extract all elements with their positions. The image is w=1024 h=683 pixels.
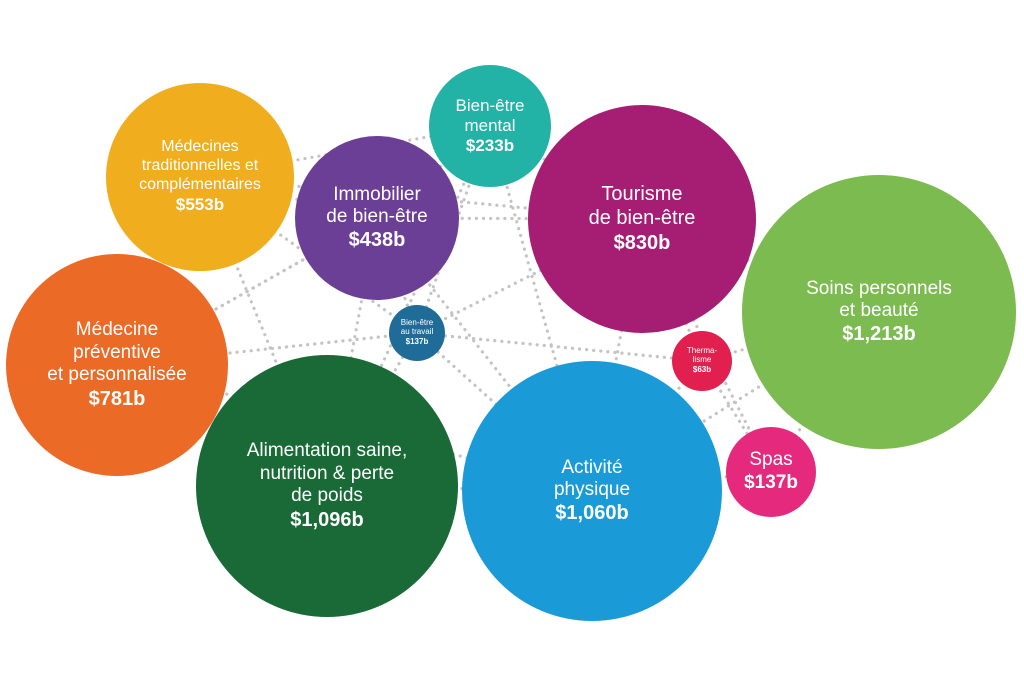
bubble-label: Activité physique xyxy=(553,456,631,500)
bubble-activite-physique: Activité physique $1,060b xyxy=(462,361,722,621)
bubble-spas: Spas $137b xyxy=(726,427,816,517)
bubble-medecines-traditionnelles: Médecines traditionnelles et complémenta… xyxy=(106,83,294,271)
bubble-value: $830b xyxy=(613,231,671,254)
bubble-value: $1,060b xyxy=(555,502,629,525)
bubble-immobilier-bien-etre: Immobilier de bien-être $438b xyxy=(295,136,459,300)
bubble-label: Therma- lisme xyxy=(686,346,718,365)
bubble-label: Bien-être au travail xyxy=(400,318,434,337)
bubble-medecine-preventive: Médecine préventive et personnalisée $78… xyxy=(6,254,228,476)
connector-line xyxy=(415,331,704,363)
bubble-bien-etre-mental: Bien-être mental $233b xyxy=(429,65,551,187)
bubble-label: Immobilier de bien-être xyxy=(326,183,428,227)
bubble-label: Médecines traditionnelles et complémenta… xyxy=(139,138,261,194)
bubble-value: $1,213b xyxy=(842,323,916,346)
bubble-label: Alimentation saine, nutrition & perte de… xyxy=(246,440,408,507)
bubble-tourisme-bien-etre: Tourisme de bien-être $830b xyxy=(528,105,756,333)
bubble-label: Bien-être mental xyxy=(455,95,525,135)
bubble-label: Tourisme de bien-être xyxy=(588,183,696,229)
bubble-value: $137b xyxy=(405,337,429,346)
bubble-soins-personnels-beaute: Soins personnels et beauté $1,213b xyxy=(742,175,1016,449)
bubble-bien-etre-travail: Bien-être au travail $137b xyxy=(389,305,445,361)
bubble-label: Médecine préventive et personnalisée xyxy=(47,319,187,386)
bubble-value: $781b xyxy=(88,387,146,410)
bubble-value: $1,096b xyxy=(290,508,364,531)
connector-line xyxy=(488,124,594,493)
bubble-alimentation-saine: Alimentation saine, nutrition & perte de… xyxy=(196,355,458,617)
bubble-label: Soins personnels et beauté xyxy=(806,277,952,321)
bubble-value: $438b xyxy=(348,229,406,252)
bubble-value: $233b xyxy=(465,135,515,155)
bubble-label: Spas xyxy=(749,449,793,471)
bubble-thermalisme: Therma- lisme $63b xyxy=(672,331,732,391)
bubble-value: $63b xyxy=(692,365,712,374)
bubble-value: $137b xyxy=(744,471,798,493)
bubble-value: $553b xyxy=(175,195,225,215)
